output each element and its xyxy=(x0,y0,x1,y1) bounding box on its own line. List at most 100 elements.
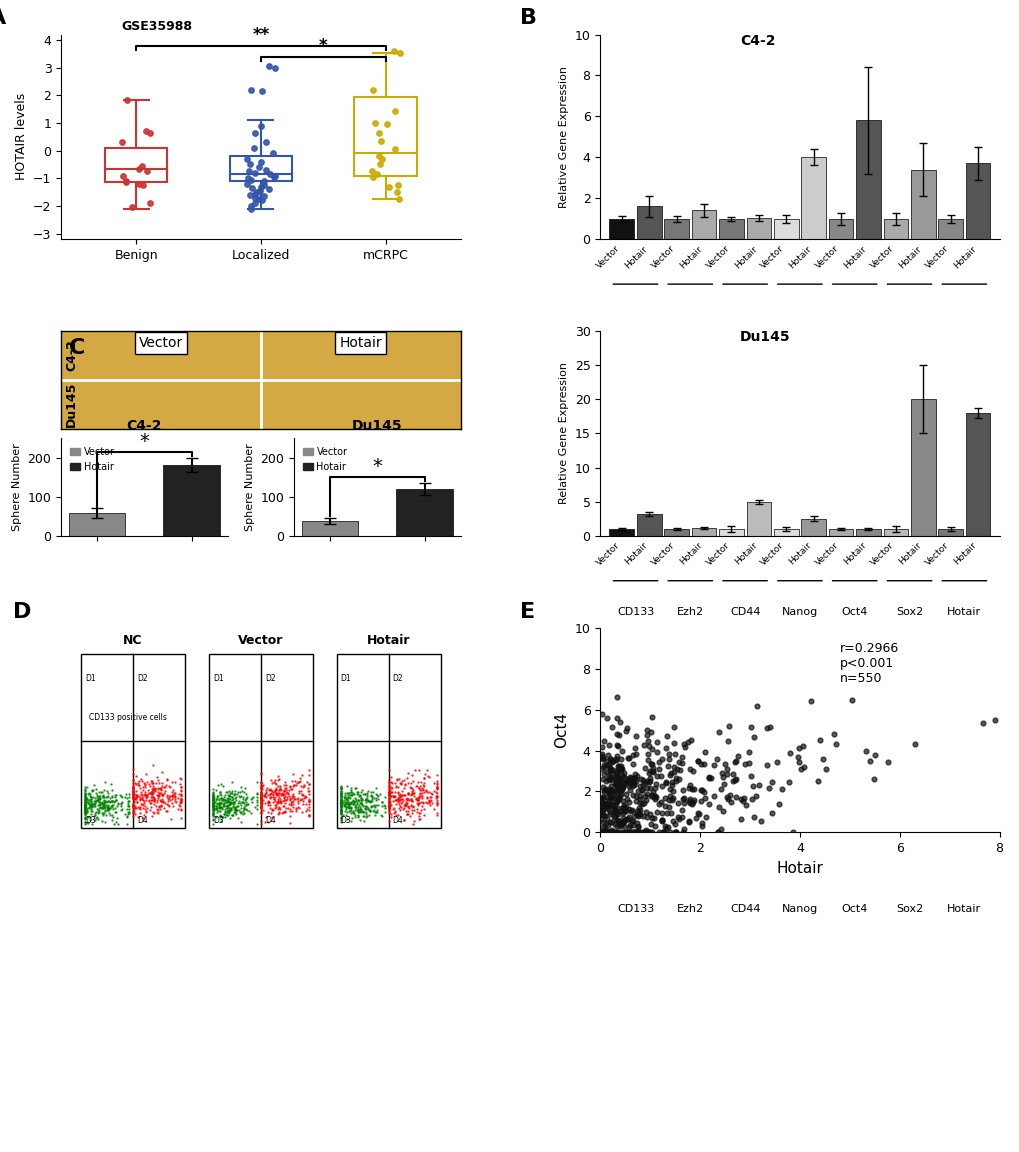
Point xyxy=(606,816,623,834)
Point xyxy=(648,743,664,761)
FancyBboxPatch shape xyxy=(336,654,440,828)
Point xyxy=(729,746,745,765)
Point xyxy=(594,778,610,796)
Point xyxy=(673,808,689,826)
Point xyxy=(601,804,618,823)
Point xyxy=(598,788,614,806)
Point xyxy=(692,793,708,811)
Point xyxy=(592,802,608,820)
Point xyxy=(593,797,609,816)
Point xyxy=(666,824,683,842)
Point xyxy=(602,778,619,796)
Point xyxy=(669,771,686,789)
Text: D1: D1 xyxy=(340,674,351,683)
Point xyxy=(603,821,620,840)
Point xyxy=(742,766,758,785)
Point xyxy=(251,182,267,200)
Point xyxy=(682,790,698,809)
Text: **: ** xyxy=(252,26,269,44)
Point xyxy=(625,768,641,787)
Point xyxy=(745,809,761,827)
Point xyxy=(596,806,612,825)
Point xyxy=(596,821,612,840)
Point xyxy=(595,795,611,813)
Text: D2: D2 xyxy=(392,674,403,683)
Point xyxy=(609,776,626,795)
Bar xyxy=(937,219,962,240)
Point xyxy=(682,730,698,749)
Point xyxy=(594,818,610,836)
Point xyxy=(618,810,634,828)
Point xyxy=(696,755,712,773)
Point xyxy=(680,813,696,832)
Text: Nanog: Nanog xyxy=(781,607,817,617)
Point xyxy=(763,804,780,823)
Point xyxy=(644,741,660,759)
Point xyxy=(631,789,647,808)
Point xyxy=(597,824,613,842)
Point xyxy=(626,770,642,788)
Point xyxy=(827,735,844,753)
Point xyxy=(626,824,642,842)
Point xyxy=(666,744,683,763)
Point xyxy=(652,767,668,786)
Point xyxy=(650,795,666,813)
Text: E: E xyxy=(520,601,535,622)
Point xyxy=(725,765,741,783)
Point xyxy=(612,771,629,789)
Point xyxy=(596,794,612,812)
Point xyxy=(595,756,611,774)
Point xyxy=(607,763,624,781)
Point xyxy=(634,771,650,789)
Point xyxy=(595,733,611,751)
Point xyxy=(611,770,628,788)
Point xyxy=(791,738,807,757)
Point xyxy=(608,736,625,755)
Point xyxy=(664,788,681,806)
Point xyxy=(365,81,381,99)
Point xyxy=(657,773,674,791)
Point xyxy=(727,788,743,806)
Point xyxy=(726,771,742,789)
Point xyxy=(626,740,642,758)
Point xyxy=(254,82,270,100)
FancyBboxPatch shape xyxy=(209,654,313,828)
Point xyxy=(630,818,646,836)
Point xyxy=(683,795,699,813)
Point xyxy=(719,790,736,809)
Point xyxy=(244,179,260,197)
Point xyxy=(656,817,673,835)
Text: Nanog: Nanog xyxy=(781,904,817,914)
Point xyxy=(612,781,629,799)
Point xyxy=(612,750,629,768)
Point xyxy=(667,824,684,842)
Point xyxy=(604,796,621,814)
Point xyxy=(599,746,615,765)
Point xyxy=(119,90,136,108)
Text: Du145: Du145 xyxy=(740,331,790,344)
Point xyxy=(594,794,610,812)
Point xyxy=(662,804,679,823)
Point xyxy=(608,766,625,785)
Point xyxy=(615,797,632,816)
Point xyxy=(641,768,657,787)
Point xyxy=(653,810,669,828)
Point xyxy=(616,823,633,841)
Point xyxy=(607,793,624,811)
Point xyxy=(626,808,642,826)
Point xyxy=(613,742,630,760)
Point xyxy=(243,81,259,99)
Point xyxy=(681,779,697,797)
Text: Oct4: Oct4 xyxy=(841,607,867,617)
Point xyxy=(790,752,806,771)
Point xyxy=(616,811,633,829)
Point xyxy=(653,776,669,795)
Point xyxy=(609,812,626,831)
Point xyxy=(636,824,652,842)
Point xyxy=(612,785,629,803)
Point xyxy=(592,789,608,808)
Point xyxy=(906,735,922,753)
Point xyxy=(710,798,727,817)
Point xyxy=(604,789,621,808)
Point xyxy=(609,761,626,780)
